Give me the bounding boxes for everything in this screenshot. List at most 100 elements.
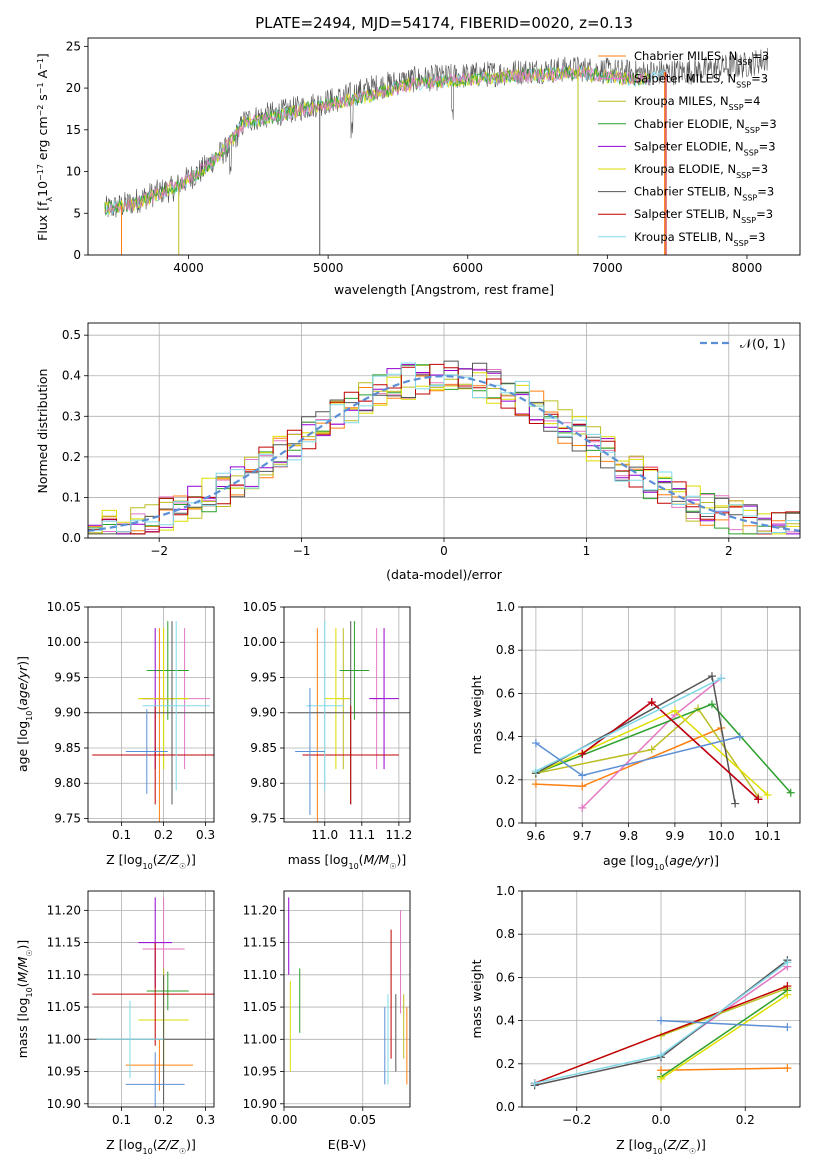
x-tick-label: 4000 (173, 261, 204, 275)
label-part: Chabrier MILES, N (634, 49, 737, 63)
y-tick-label: 10.95 (47, 1065, 81, 1079)
y-tick-label: 0.4 (496, 1014, 515, 1028)
y-tick-label: 10.00 (47, 635, 81, 649)
x-tick-label: 0.0 (651, 1113, 670, 1127)
x-tick-label: 9.6 (526, 829, 545, 843)
label-part: 10 (653, 1147, 663, 1156)
label-part: −2 (36, 105, 45, 117)
x-tick-label: 11.2 (386, 828, 413, 842)
error-bars (287, 621, 410, 822)
x-tick-label: 10.0 (708, 829, 735, 843)
axes-frame (87, 606, 215, 823)
y-tick-label: 11.00 (243, 1032, 277, 1046)
x-tick-label: 2 (725, 544, 733, 558)
label-part: Z [log (106, 852, 142, 867)
histogram-series (88, 360, 800, 535)
series-point (530, 1079, 539, 1088)
x-tick-label: 0.2 (736, 1113, 755, 1127)
label-part: Salpeter MILES, N (634, 72, 736, 86)
series-point (735, 732, 744, 741)
series-line (660, 1067, 788, 1072)
legend-label: Chabrier ELODIE, NSSP=3 (634, 117, 777, 135)
series-point (707, 700, 716, 709)
x-tick-label: 9.7 (573, 829, 592, 843)
label-part: ☉ (389, 862, 396, 871)
label-part: Kroupa STELIB, N (634, 230, 734, 244)
y-tick-label: 15 (66, 123, 81, 137)
age-vs-mass-panel: 11.0 11.1 11.2 9.75 9.80 9.85 9.90 9.95 10.00 10.… (243, 600, 413, 871)
y-tick-label: 9.75 (54, 811, 81, 825)
y-tick-label: 10.00 (243, 635, 277, 649)
label-part: SSP (744, 148, 759, 157)
label-part: ☉ (179, 862, 186, 871)
spectrum-lines (104, 47, 768, 255)
label-part: )] (15, 656, 30, 666)
x-tick-label: 0.1 (112, 828, 131, 842)
series-point (578, 771, 587, 780)
y-tick-label: 0.6 (496, 686, 515, 700)
y-tick-label: 9.95 (250, 670, 277, 684)
label-part: SSP (736, 80, 751, 89)
label-part: Salpeter ELODIE, N (634, 139, 744, 153)
series-point (717, 674, 726, 683)
label-part: =3 (759, 139, 776, 153)
label-part: SSP (737, 58, 752, 67)
x-axis-label: Z [log10(Z/Z☉)] (616, 1137, 706, 1156)
label-part: ( (663, 1137, 668, 1152)
y-tick-label: 0.8 (496, 643, 515, 657)
y-axis-label: Flux [fλ10−17 erg cm−2 s−1 A−1] (35, 53, 54, 241)
y-tick-label: 11.05 (47, 1000, 81, 1014)
label-part: )] (397, 852, 407, 867)
series-point (783, 1064, 792, 1073)
label-part: 10 (35, 181, 50, 197)
series-point (657, 1074, 665, 1083)
label-part: =3 (752, 49, 769, 63)
series-line (660, 994, 788, 1080)
x-axis-label: Z [log10(Z/Z☉)] (106, 1137, 196, 1156)
y-tick-label: 9.90 (250, 706, 277, 720)
x-axis-label: (data-model)/error (386, 567, 503, 582)
y-tick-label: 0.8 (496, 927, 515, 941)
series-point (783, 1023, 792, 1032)
series-point (783, 982, 792, 991)
x-tick-label: 0.3 (196, 1113, 215, 1127)
label-part: 10 (348, 862, 358, 871)
mass-weight-vs-metallicity-panel: −0.2 0.0 0.2 0.0 0.2 0.4 0.6 0.8 1.0 Z [log10(Z/Z… (469, 884, 801, 1156)
figure-title: PLATE=2494, MJD=54174, FIBERID=0020, z=0… (255, 14, 633, 32)
y-tick-label: 1.0 (496, 884, 515, 898)
y-tick-label: 10 (66, 165, 81, 179)
series-point (783, 990, 792, 999)
y-tick-label: 10.90 (47, 1097, 81, 1111)
label-part: ] (35, 53, 50, 58)
axes-frame (87, 322, 801, 539)
series-point (578, 782, 587, 791)
series-line (534, 985, 788, 1084)
legend-label: Salpeter STELIB, NSSP=3 (634, 207, 773, 225)
label-part: ☉ (179, 1147, 186, 1156)
series-point (670, 706, 679, 715)
x-tick-label: 0.2 (154, 1113, 173, 1127)
x-tick-label: −0.2 (562, 1113, 591, 1127)
series-line (535, 677, 722, 772)
legend-label: 𝒩(0, 1) (740, 336, 786, 351)
y-axis-label: mass weight (469, 675, 484, 754)
label-part: age [log (603, 853, 654, 868)
series-point (657, 1051, 665, 1060)
label-part: )] (709, 853, 719, 868)
error-bars (88, 621, 214, 822)
normal-distribution-curve (88, 375, 800, 532)
label-part: SSP (729, 103, 744, 112)
label-part: ( (15, 982, 30, 987)
y-tick-label: 9.80 (250, 776, 277, 790)
label-part: ( (359, 852, 364, 867)
y-axis-label: mass [log10(M/M☉)] (15, 940, 34, 1059)
label-part: SSP (741, 216, 756, 225)
error-bars (288, 897, 408, 1085)
label-part: ( (15, 706, 30, 711)
label-part: ( (153, 852, 158, 867)
series-point (578, 749, 587, 758)
series-point (531, 739, 540, 748)
y-tick-label: 11.20 (47, 903, 81, 917)
label-part: mass [log (288, 852, 349, 867)
x-tick-label: −2 (150, 544, 168, 558)
